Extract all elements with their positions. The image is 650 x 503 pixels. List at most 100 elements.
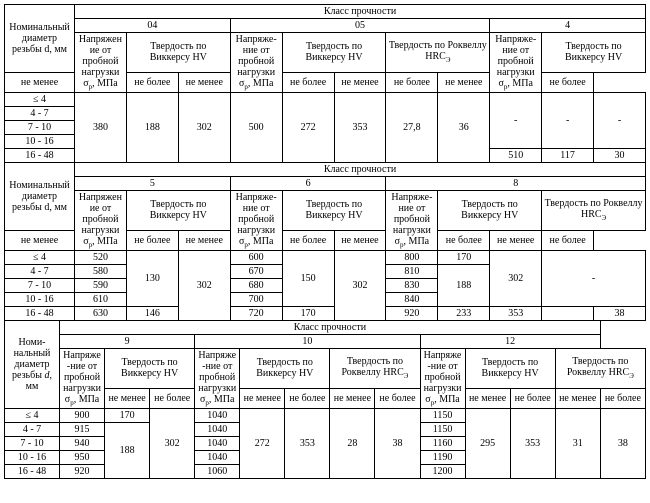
vickers-header: Твердость по Виккерсу HV <box>438 191 542 231</box>
cell: 188 <box>105 423 150 479</box>
ne-menee: не менее <box>240 388 285 409</box>
cell: 1040 <box>195 437 240 451</box>
ne-menee: не менее <box>334 72 386 93</box>
cell: 810 <box>386 265 438 279</box>
ne-menee: не менее <box>490 230 542 251</box>
dia-cell: 10 - 16 <box>5 451 60 465</box>
ne-bolee: не более <box>600 388 645 409</box>
dia-cell: 10 - 16 <box>5 135 75 149</box>
cell: 27,8 <box>386 93 438 163</box>
ne-bolee: не более <box>126 72 178 93</box>
rockwell-header: Твердость по Роквеллу HRCЭ <box>330 349 420 389</box>
cell: 353 <box>490 307 542 321</box>
stress-header: Напряжение от пробной нагрузки σp, МПа <box>75 33 127 93</box>
cell: 38 <box>594 307 646 321</box>
class-5: 5 <box>75 177 231 191</box>
ne-bolee: не более <box>510 388 555 409</box>
cell: 130 <box>126 251 178 307</box>
ne-bolee: не более <box>285 388 330 409</box>
klass-header: Класс прочности <box>60 321 601 335</box>
cell: 600 <box>230 251 282 265</box>
cell: 670 <box>230 265 282 279</box>
ne-bolee: не более <box>375 388 420 409</box>
nom-dia-header: Номинальный диаметр резьбы d, мм <box>5 163 75 231</box>
vickers-header: Твердость по Виккерсу HV <box>105 349 195 389</box>
dia-cell: 16 - 48 <box>5 149 75 163</box>
cell: - <box>490 93 542 149</box>
ne-bolee: не более <box>542 230 594 251</box>
ne-menee: не менее <box>555 388 600 409</box>
cell: 800 <box>386 251 438 265</box>
cell: 915 <box>60 423 105 437</box>
class-04: 04 <box>75 19 231 33</box>
class-9: 9 <box>60 335 195 349</box>
cell: 380 <box>75 93 127 163</box>
cell: 920 <box>60 465 105 479</box>
ne-menee: не менее <box>178 230 230 251</box>
cell: 950 <box>60 451 105 465</box>
ne-menee: не менее <box>178 72 230 93</box>
vickers-header: Твердость по Виккерсу HV <box>282 33 386 73</box>
cell: 38 <box>375 409 420 479</box>
cell: 353 <box>285 409 330 479</box>
stress-header: Напряже-ние от пробной нагрузки σp, МПа <box>60 349 105 409</box>
cell: 1150 <box>420 409 465 423</box>
cell: 28 <box>330 409 375 479</box>
ne-bolee: не более <box>386 72 438 93</box>
cell: 36 <box>438 93 490 163</box>
rockwell-header: Твердость по Роквеллу HRCЭ <box>542 191 646 231</box>
cell: 1060 <box>195 465 240 479</box>
cell: 1190 <box>420 451 465 465</box>
cell: 580 <box>75 265 127 279</box>
cell: 30 <box>594 149 646 163</box>
ne-menee: не менее <box>105 388 150 409</box>
cell: 830 <box>386 279 438 293</box>
vickers-header: Твердость по Виккерсу HV <box>126 191 230 231</box>
table-section-1: Номинальный диаметр резьбы d, мм Класс п… <box>4 4 646 163</box>
ne-bolee: не более <box>150 388 195 409</box>
ne-bolee: не более <box>282 230 334 251</box>
table-section-3: Номи-нальный диаметр резьбы d, мм Класс … <box>4 320 646 479</box>
dia-cell: ≤ 4 <box>5 251 75 265</box>
ne-menee: не менее <box>5 72 75 93</box>
cell: - <box>542 93 594 149</box>
cell <box>542 307 594 321</box>
cell: 590 <box>75 279 127 293</box>
stress-header: Напряжение от пробной нагрузки σp, МПа <box>75 191 127 251</box>
ne-bolee: не более <box>282 72 334 93</box>
dia-cell: 4 - 7 <box>5 423 60 437</box>
class-8: 8 <box>386 177 646 191</box>
cell: 233 <box>438 307 490 321</box>
ne-menee: не менее <box>330 388 375 409</box>
ne-menee: не менее <box>438 72 490 93</box>
vickers-header: Твердость по Виккерсу HV <box>126 33 230 73</box>
class-6: 6 <box>230 177 386 191</box>
ne-menee: не менее <box>334 230 386 251</box>
dia-cell: ≤ 4 <box>5 93 75 107</box>
klass-header: Класс прочности <box>75 163 646 177</box>
klass-header: Класс прочности <box>75 5 646 19</box>
cell: 188 <box>126 93 178 163</box>
cell: 900 <box>60 409 105 423</box>
stress-header: Напряже-ние от пробной нагрузки σp, МПа <box>490 33 542 93</box>
vickers-header: Твердость по Виккерсу HV <box>282 191 386 231</box>
ne-menee: не менее <box>5 230 75 251</box>
cell: 302 <box>178 251 230 321</box>
ne-menee: не менее <box>465 388 510 409</box>
dia-cell: 7 - 10 <box>5 121 75 135</box>
nom-dia-header: Номи-нальный диаметр резьбы d, мм <box>5 321 60 409</box>
ne-bolee: не более <box>542 72 594 93</box>
cell: 1200 <box>420 465 465 479</box>
class-4: 4 <box>490 19 646 33</box>
cell: 170 <box>282 307 334 321</box>
cell: 150 <box>282 251 334 307</box>
cell: 920 <box>386 307 438 321</box>
cell: 31 <box>555 409 600 479</box>
cell: 1040 <box>195 451 240 465</box>
dia-cell: 16 - 48 <box>5 307 75 321</box>
stress-header: Напряже-ние от пробной нагрузки σp, МПа <box>230 191 282 251</box>
nom-dia-header: Номинальный диаметр резьбы d, мм <box>5 5 75 73</box>
cell: 1040 <box>195 409 240 423</box>
vickers-header: Твердость по Виккерсу HV <box>465 349 555 389</box>
cell: 353 <box>510 409 555 479</box>
